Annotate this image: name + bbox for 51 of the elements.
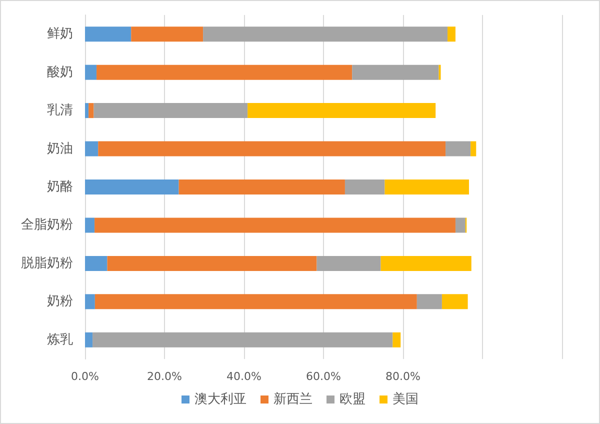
bar <box>85 332 93 348</box>
bar <box>94 218 456 233</box>
bar <box>455 218 466 233</box>
bar <box>88 103 94 118</box>
bar <box>416 294 442 310</box>
y-tick-label: 脱脂奶粉 <box>21 256 73 271</box>
bar <box>344 180 385 194</box>
bar <box>448 26 456 42</box>
bar <box>470 141 476 156</box>
legend-label: 欧盟 <box>340 392 366 407</box>
bar <box>85 256 108 271</box>
bar <box>94 294 417 310</box>
y-tick-label: 乳清 <box>47 103 73 118</box>
bar <box>131 26 204 42</box>
legend-label: 美国 <box>392 391 418 407</box>
bar <box>85 141 98 156</box>
bar <box>85 103 89 118</box>
x-tick-label: 80.0% <box>386 370 420 383</box>
bar <box>96 64 352 80</box>
bar <box>92 332 393 348</box>
y-tick-label: 奶酪 <box>47 180 73 194</box>
bar <box>85 294 95 310</box>
y-tick-label: 炼乳 <box>47 332 73 348</box>
bar <box>98 141 446 156</box>
bar <box>316 256 381 271</box>
bar <box>446 141 471 156</box>
x-tick-label: 0.0% <box>71 370 99 383</box>
bar <box>94 103 248 118</box>
bar <box>442 294 468 310</box>
bar <box>178 180 345 194</box>
bar <box>352 64 439 80</box>
bar <box>203 26 448 42</box>
bar <box>392 332 401 348</box>
bar <box>85 180 179 194</box>
legend-label: 澳大利亚 <box>194 392 246 407</box>
bar <box>85 64 97 80</box>
y-tick-label: 奶油 <box>47 141 73 156</box>
legend-label: 新西兰 <box>274 392 312 407</box>
bar <box>85 218 95 233</box>
bar <box>248 103 436 118</box>
x-tick-label: 40.0% <box>226 370 262 383</box>
y-tick-label: 鲜奶 <box>47 26 73 42</box>
x-tick-label: 20.0% <box>147 370 182 383</box>
y-tick-label: 全脂奶粉 <box>21 218 73 233</box>
y-tick-label: 酸奶 <box>47 64 73 80</box>
bar <box>85 26 132 42</box>
x-tick-label: 60.0% <box>306 370 341 383</box>
y-tick-label: 奶粉 <box>47 294 73 310</box>
bar <box>107 256 317 271</box>
bar <box>384 180 469 194</box>
bar <box>380 256 472 271</box>
